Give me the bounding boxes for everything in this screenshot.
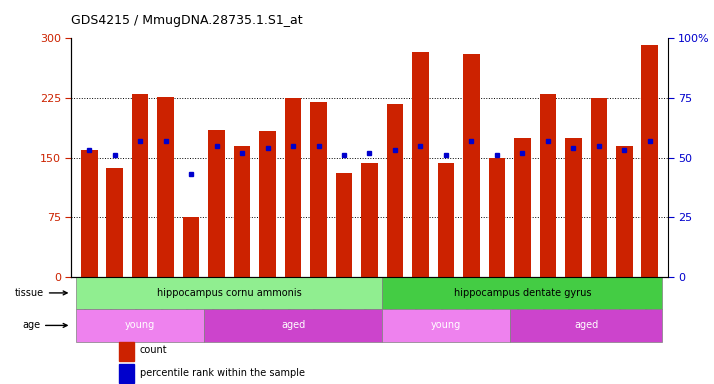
Text: GDS4215 / MmugDNA.28735.1.S1_at: GDS4215 / MmugDNA.28735.1.S1_at [71,14,303,27]
Text: aged: aged [574,320,598,330]
Bar [157,97,174,277]
Text: age: age [22,320,67,330]
Bar [208,130,225,277]
Bar [233,146,251,277]
Bar [382,277,663,309]
Bar [285,98,301,277]
Text: count: count [140,345,168,355]
Bar [463,54,480,277]
Bar [183,217,199,277]
Bar [387,104,403,277]
Bar [590,98,607,277]
Bar [81,150,98,277]
Bar [361,163,378,277]
Text: hippocampus cornu ammonis: hippocampus cornu ammonis [157,288,302,298]
Bar [382,309,510,342]
Text: hippocampus dentate gyrus: hippocampus dentate gyrus [453,288,591,298]
Bar [412,52,428,277]
Bar [510,309,663,342]
Bar [514,138,531,277]
Bar [488,157,506,277]
Bar [565,138,582,277]
Bar [259,131,276,277]
Bar [438,163,454,277]
Bar [119,342,134,361]
Bar [76,277,382,309]
Text: aged: aged [281,320,305,330]
Bar [106,168,123,277]
Bar [204,309,382,342]
Text: young: young [431,320,461,330]
Bar [119,364,134,383]
Bar [76,309,204,342]
Text: percentile rank within the sample: percentile rank within the sample [140,368,305,378]
Bar [540,94,556,277]
Bar [336,174,352,277]
Bar [616,146,633,277]
Bar [132,94,149,277]
Bar [311,102,327,277]
Text: tissue: tissue [15,288,67,298]
Text: young: young [125,320,156,330]
Bar [641,45,658,277]
